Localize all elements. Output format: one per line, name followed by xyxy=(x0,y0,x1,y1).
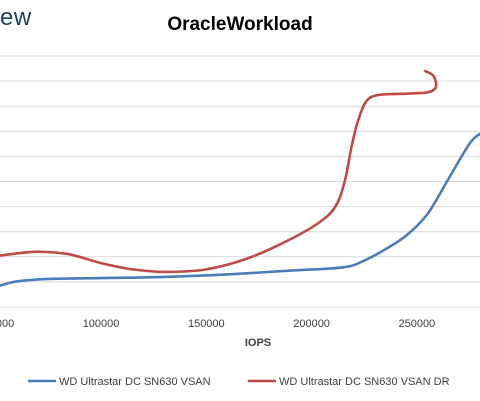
series-line-1 xyxy=(0,132,480,287)
legend-label-2: WD Ultrastar DC SN630 VSAN DR xyxy=(279,376,450,388)
x-tick-label: 100000 xyxy=(83,318,120,330)
logo-fragment: ew xyxy=(0,4,32,31)
x-tick-label: 250000 xyxy=(398,318,435,330)
legend-label-1: WD Ultrastar DC SN630 VSAN xyxy=(59,376,211,388)
x-axis-ticks: 000 100000 150000 200000 250000 xyxy=(0,318,435,330)
series-layer xyxy=(0,69,480,287)
gridlines xyxy=(0,55,480,308)
x-tick-label: 000 xyxy=(0,318,14,330)
legend: WD Ultrastar DC SN630 VSAN WD Ultrastar D… xyxy=(28,376,450,388)
x-tick-label: 200000 xyxy=(293,318,330,330)
series-line-2 xyxy=(0,69,438,274)
x-tick-label: 150000 xyxy=(188,318,225,330)
x-axis-title: IOPS xyxy=(245,337,271,349)
chart-title: OracleWorkload xyxy=(167,14,313,35)
